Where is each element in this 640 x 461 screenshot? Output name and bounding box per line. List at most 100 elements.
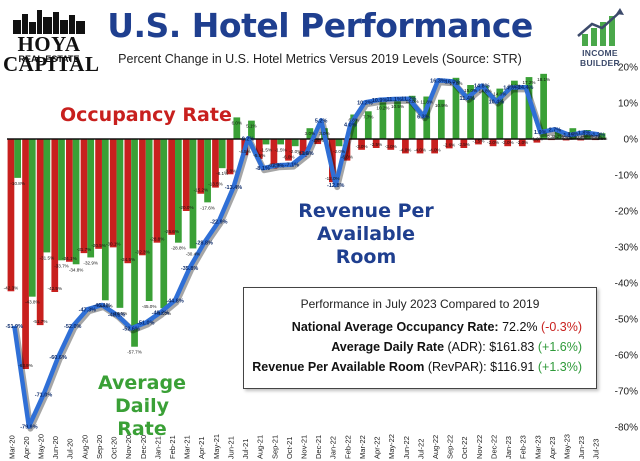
adr-bar (437, 99, 445, 139)
occupancy-bar (139, 139, 146, 256)
adr-bar-label: -28.8% (171, 246, 186, 251)
y-tick-label: -30% (615, 243, 638, 254)
occupancy-bar-label: -0.3% (589, 134, 601, 139)
occupancy-bar (460, 139, 468, 148)
revpar-point-label: 10.4% (489, 100, 505, 106)
adr-bar-label: -32.9% (83, 260, 98, 265)
adr-bar (43, 139, 51, 253)
occupancy-bar (124, 139, 132, 264)
x-tick-label: Mar-20 (7, 435, 16, 459)
occupancy-bar-label: -34.1% (62, 256, 77, 261)
adr-bar-label: -30.4% (186, 251, 201, 256)
occupancy-bar (168, 139, 176, 235)
adr-bar-label: 2.2% (553, 134, 563, 139)
x-tick-label: Nov-21 (300, 435, 309, 459)
adr-bar-label: 1.6% (597, 136, 607, 141)
page-title: U.S. Hotel Performance (107, 6, 533, 45)
occupancy-bar (416, 139, 424, 154)
revpar-point-label: 14.3% (503, 86, 519, 92)
adr-bar-label: 3.0% (319, 131, 329, 136)
revpar-point-label: -79.9% (20, 425, 38, 431)
page-subtitle: Percent Change in U.S. Hotel Metrics Ver… (118, 52, 522, 66)
adr-bar (131, 139, 138, 347)
occupancy-bar-label: -4.0% (399, 147, 411, 152)
adr-abbr: (ADR): (447, 340, 486, 354)
adr-bar-label: 16.2% (508, 84, 521, 89)
x-tick-label: Apr-20 (22, 436, 31, 459)
occupancy-label: National Average Occupancy Rate (291, 320, 495, 334)
adr-bar-label: -34.8% (69, 267, 84, 272)
adr-bar (14, 139, 22, 178)
revpar-point-label: 1.9% (534, 130, 547, 136)
revpar-point-label: -7.3% (270, 163, 284, 169)
occupancy-bar-label: -1.0% (531, 137, 543, 142)
revpar-callout: Revenue Per Available Room (286, 200, 446, 268)
adr-bar (350, 114, 358, 139)
occupancy-bar (80, 139, 88, 254)
revpar-callout-line2: Available Room (316, 222, 416, 268)
adr-callout-line1: Average (98, 372, 186, 394)
adr-change: (+1.6%) (537, 340, 582, 354)
revpar-point-label: 14.4% (518, 85, 534, 91)
occupancy-bar-label: -2.5% (458, 142, 470, 147)
adr-bar (394, 101, 401, 139)
occupancy-bar (489, 139, 497, 147)
x-tick-label: Jul-23 (592, 439, 601, 459)
occupancy-bar (66, 139, 73, 262)
x-tick-label: Jun-22 (402, 436, 411, 459)
adr-bar-label: -8.1% (216, 171, 228, 176)
adr-bar-label: 11.8% (420, 100, 433, 105)
logo-line2: REAL ESTATE (18, 54, 80, 64)
info-box-title: Performance in July 2023 Compared to 201… (300, 297, 540, 311)
occupancy-bar (358, 139, 365, 150)
occupancy-bar-label: -2.0% (502, 140, 514, 145)
occupancy-bar-label: -2.0% (516, 140, 528, 145)
adr-label: Average Daily Rate (331, 340, 445, 354)
adr-bar-label: 6.8% (348, 118, 358, 123)
adr-bar-label: -33.7% (54, 263, 69, 268)
adr-bar (277, 139, 285, 145)
occupancy-bar-label: -5.0% (297, 151, 309, 156)
revpar-point-label: 14.8% (474, 84, 490, 90)
revpar-point-label: 10.9% (372, 98, 388, 104)
occupancy-bar (518, 139, 526, 147)
revpar-point-label: -28.8% (196, 241, 214, 247)
occupancy-bar-label: -6.0% (283, 155, 295, 160)
x-tick-label: Apr-23 (548, 437, 557, 460)
adr-bar (291, 139, 299, 147)
x-tick-label: Jun-23 (577, 436, 586, 459)
x-tick-label: Feb-22 (343, 435, 352, 459)
adr-bar-label: -17.6% (200, 205, 215, 210)
occupancy-bar-label: -6.0% (341, 155, 353, 160)
revpar-point-label: -60.6% (49, 355, 67, 361)
revpar-point-label: -52.6% (122, 326, 140, 332)
occupancy-bar (212, 139, 219, 188)
adr-bar (467, 85, 474, 139)
x-tick-label: Apr-21 (197, 436, 206, 459)
adr-bar (306, 128, 314, 139)
adr-bar-label: -2.0% (333, 149, 345, 154)
y-tick-label: -10% (615, 171, 638, 182)
occupancy-bar (343, 139, 351, 161)
x-tick-label: Dec-20 (139, 435, 148, 459)
revpar-point-label: -71.0% (35, 393, 53, 399)
logo-line1: HOYA CAPITAL (3, 32, 100, 76)
occupancy-bar-label: -1.4% (312, 138, 324, 143)
occupancy-callout: Occupancy Rate (60, 104, 232, 126)
x-tick-label: Sep-22 (446, 435, 455, 459)
growth-bars-icon (577, 8, 624, 46)
x-tick-label: May-21 (212, 434, 221, 459)
x-tick-label: Dec-22 (489, 435, 498, 459)
adr-value: $161.83 (489, 340, 535, 354)
adr-bar-label: 17.2% (522, 80, 535, 85)
revpar-point-label: 2.7% (549, 127, 562, 133)
occupancy-bar (285, 139, 292, 161)
adr-bar-label: 17.0% (449, 81, 462, 86)
occupancy-bar-label: -2.5% (370, 142, 382, 147)
x-tick-label: Mar-23 (533, 435, 542, 459)
revpar-point-label: 1.1% (563, 133, 576, 139)
revpar-point-label: 4.0% (344, 123, 357, 129)
adr-bar-label: 3.0% (305, 131, 315, 136)
adr-bar (72, 139, 80, 265)
